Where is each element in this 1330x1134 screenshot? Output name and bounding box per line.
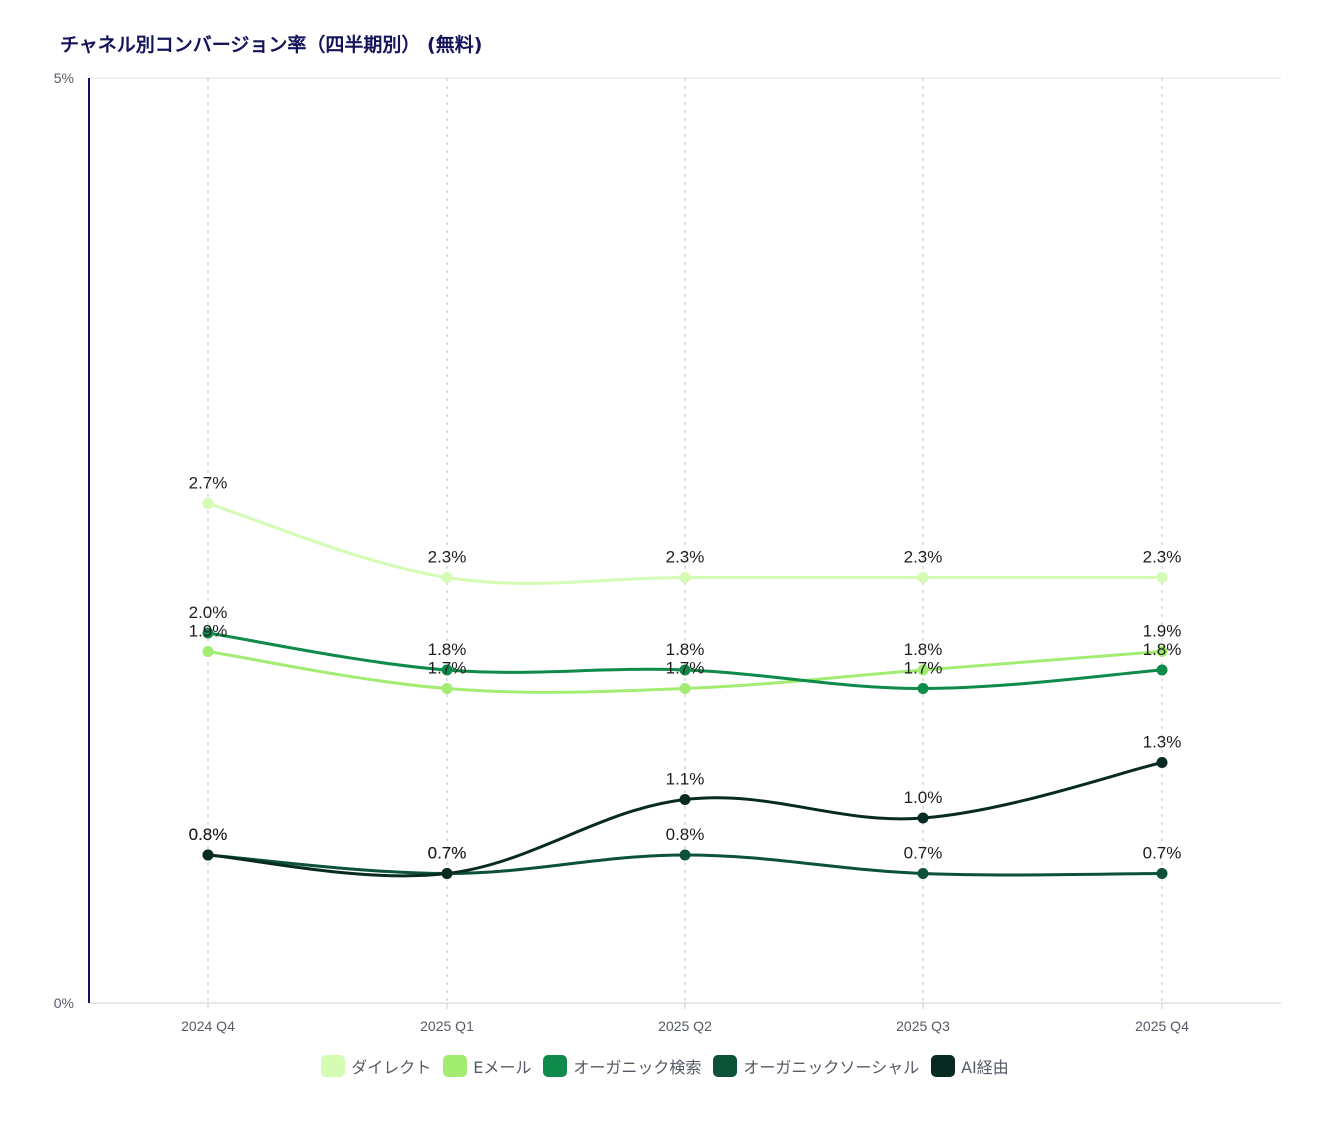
data-label: 1.8% — [666, 640, 705, 659]
axis-layer: 2024 Q4 2025 Q1 2025 Q2 2025 Q3 2025 Q4 5% 0% — [54, 70, 1189, 1034]
legend-item[interactable]: ダイレクト — [321, 1054, 431, 1078]
x-tick-label: 2025 Q4 — [1135, 1018, 1189, 1034]
series-point[interactable] — [441, 664, 453, 676]
chart-title: チャネル別コンバージョン率（四半期別） (無料) — [60, 34, 483, 56]
y-tick-label: 5% — [54, 70, 74, 86]
data-label: 0.7% — [904, 844, 943, 863]
series-point[interactable] — [679, 572, 691, 583]
series-point[interactable] — [917, 572, 929, 583]
data-label: 0.8% — [189, 825, 228, 844]
data-label: 1.9% — [1143, 622, 1182, 641]
legend-swatch — [931, 1055, 956, 1077]
series-point[interactable] — [1156, 757, 1168, 768]
series-point[interactable] — [202, 646, 214, 657]
data-label: 1.7% — [904, 659, 943, 678]
data-label: 1.3% — [1143, 733, 1182, 752]
x-tick-label: 2024 Q4 — [181, 1018, 235, 1034]
legend-label: オーガニックソーシャル — [743, 1058, 920, 1077]
series-point[interactable] — [202, 498, 214, 509]
series-point[interactable] — [917, 868, 929, 879]
legend-swatch — [321, 1055, 346, 1077]
series-point[interactable] — [917, 812, 929, 824]
data-label: 0.7% — [1143, 844, 1182, 863]
data-label: 2.3% — [904, 548, 943, 567]
data-label: 1.8% — [1143, 640, 1182, 659]
legend-item[interactable]: Eメール — [443, 1054, 531, 1078]
series-point[interactable] — [1156, 646, 1168, 657]
series-point[interactable] — [441, 572, 453, 583]
data-label: 1.7% — [428, 659, 467, 678]
legend-item[interactable]: オーガニック検索 — [543, 1054, 701, 1078]
data-label: 1.7% — [666, 659, 705, 678]
series-point[interactable] — [202, 627, 214, 639]
legend-label: ダイレクト — [351, 1058, 432, 1077]
data-label-layer: 2.7%2.3% 2.3% 2.3% 2.3%1.9%1.7% 1.7%1.8%1.9%… — [189, 474, 1182, 863]
x-tick-label: 2025 Q3 — [896, 1018, 950, 1034]
legend-item[interactable]: AI経由 — [931, 1054, 1009, 1078]
x-tick-label: 2025 Q2 — [658, 1018, 712, 1034]
legend-label: オーガニック検索 — [573, 1058, 702, 1077]
legend: ダイレクト Eメール オーガニック検索 オーガニックソーシャル AI経由 — [0, 1054, 1330, 1078]
data-label: 0.7% — [428, 844, 467, 863]
series-point[interactable] — [441, 868, 453, 879]
series-point[interactable] — [1156, 868, 1168, 879]
series-point[interactable] — [917, 683, 929, 694]
series-layer — [202, 498, 1168, 879]
series-point[interactable] — [917, 664, 929, 676]
series-point[interactable] — [679, 849, 691, 861]
data-label: 0.8% — [666, 825, 705, 844]
data-label: 0.7% — [428, 844, 467, 863]
data-label: 1.8% — [428, 640, 467, 659]
data-label: 2.3% — [428, 548, 467, 567]
y-tick-label: 0% — [54, 995, 74, 1011]
data-label: 2.3% — [1143, 548, 1182, 567]
data-label: 1.1% — [666, 770, 705, 789]
series-point[interactable] — [679, 794, 691, 805]
legend-swatch — [713, 1055, 738, 1077]
data-label: 1.9% — [189, 622, 228, 641]
data-label: 2.7% — [189, 474, 228, 493]
legend-item[interactable]: オーガニックソーシャル — [713, 1054, 919, 1078]
series-point[interactable] — [1156, 664, 1168, 676]
legend-label: Eメール — [473, 1058, 532, 1077]
data-label: 2.3% — [666, 548, 705, 567]
data-label: 0.8% — [189, 825, 228, 844]
series-point[interactable] — [441, 683, 453, 694]
legend-label: AI経由 — [961, 1058, 1009, 1077]
series-point[interactable] — [679, 664, 691, 676]
legend-swatch — [443, 1055, 468, 1077]
series-point[interactable] — [1156, 572, 1168, 583]
data-label: 1.8% — [904, 640, 943, 659]
x-tick-label: 2025 Q1 — [420, 1018, 474, 1034]
series-point[interactable] — [202, 849, 214, 861]
series-point[interactable] — [679, 683, 691, 694]
legend-swatch — [543, 1055, 568, 1077]
data-label: 1.0% — [904, 788, 943, 807]
data-label: 2.0% — [189, 603, 228, 622]
